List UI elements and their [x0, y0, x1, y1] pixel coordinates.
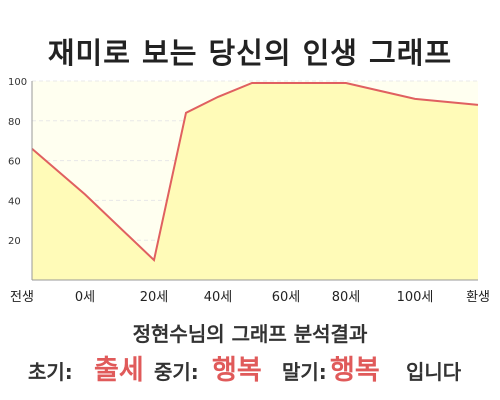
- early-label: 초기:: [28, 360, 73, 384]
- y-tick-100: 100: [8, 77, 27, 88]
- series-line: [31, 82, 479, 263]
- y-tick-80: 80: [8, 117, 21, 128]
- x-tick-label: 20세: [140, 290, 169, 305]
- y-tick-60: 60: [8, 157, 21, 168]
- x-tick-label: 40세: [204, 290, 233, 305]
- x-tick-label: 0세: [75, 290, 95, 305]
- x-tick-labels: 전생 0세 20세 40세 60세 80세 100세 환생: [10, 290, 490, 305]
- x-tick-label: 60세: [272, 290, 301, 305]
- result-summary: 초기: 출세 중기: 행복 말기: 행복 입니다: [0, 348, 500, 386]
- x-tick-label: 전생: [10, 290, 34, 305]
- x-tick-label: 환생: [466, 290, 490, 305]
- y-tick-40: 40: [8, 196, 21, 207]
- early-value: 출세: [94, 355, 144, 386]
- late-label: 말기:: [282, 360, 327, 384]
- x-tick-label: 100세: [397, 290, 434, 305]
- x-tick-label: 80세: [332, 290, 361, 305]
- area-fill: [32, 83, 478, 280]
- result-heading: 정현수님의 그래프 분석결과: [132, 322, 368, 346]
- suffix-text: 입니다: [406, 360, 462, 384]
- y-tick-20: 20: [8, 236, 21, 247]
- mid-label: 중기:: [154, 360, 199, 384]
- page-title: 재미로 보는 당신의 인생 그래프: [47, 36, 453, 70]
- y-tick-labels: 20 40 60 80 100: [8, 77, 27, 247]
- late-value: 행복: [330, 355, 380, 386]
- mid-value: 행복: [212, 355, 262, 386]
